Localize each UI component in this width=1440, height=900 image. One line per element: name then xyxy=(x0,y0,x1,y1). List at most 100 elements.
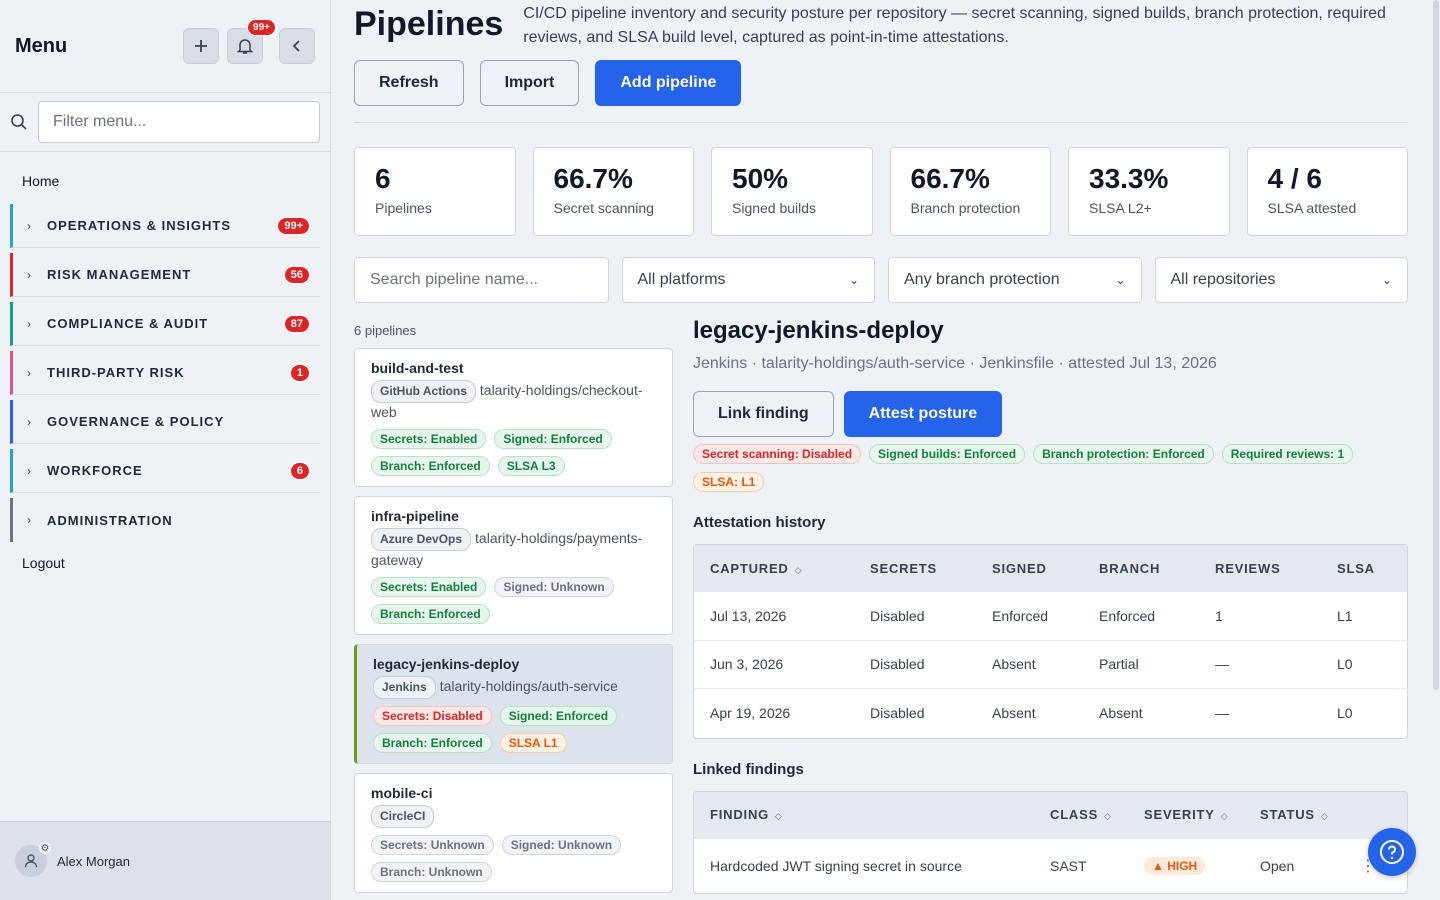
nav-group-label: ADMINISTRATION xyxy=(47,512,173,528)
findings-title: Linked findings xyxy=(693,760,804,778)
history-title: Attestation history xyxy=(693,514,826,531)
chevron-right-icon: › xyxy=(27,316,31,331)
stat-label: SLSA L2+ xyxy=(1089,200,1152,216)
nav-badge: 87 xyxy=(283,314,310,333)
branch-protection-select[interactable]: Any branch protection ⌄ xyxy=(888,257,1142,303)
repository-select[interactable]: All repositories ⌄ xyxy=(1154,257,1408,303)
stat-value: 66.7% xyxy=(553,163,633,194)
sort-icon: ◇ xyxy=(1220,811,1229,821)
nav-group-risk-management[interactable]: › RISK MANAGEMENT 56 xyxy=(10,253,320,297)
repo-name: talarity-holdings/checkout-web xyxy=(371,382,643,420)
refresh-button[interactable]: Refresh xyxy=(354,60,464,106)
table-row[interactable]: Apr 19, 2026 Disabled Absent Absent — L0 xyxy=(694,689,1407,738)
pipeline-card[interactable]: build-and-test GitHub Actions talarity-ho… xyxy=(354,348,673,487)
import-button[interactable]: Import xyxy=(479,60,580,106)
cell: 1 xyxy=(1215,607,1223,624)
status-tag: Signed: Unknown xyxy=(501,835,622,855)
sort-icon: ◇ xyxy=(1320,811,1329,821)
nav-badge: 6 xyxy=(289,461,310,480)
add-pipeline-button[interactable]: Add pipeline xyxy=(595,60,742,106)
pipeline-count: 6 pipelines xyxy=(354,323,417,338)
col-class[interactable]: CLASS ◇ xyxy=(1050,807,1112,822)
search-pipeline-input[interactable]: Search pipeline name... xyxy=(354,257,609,303)
status-tag: Signed: Unknown xyxy=(494,577,614,597)
sort-icon: ◇ xyxy=(794,564,803,575)
status-tag: Secrets: Enabled xyxy=(371,577,487,597)
pipeline-card[interactable]: infra-pipeline Azure DevOps talarity-hold… xyxy=(354,496,673,635)
status-tag: Branch: Enforced xyxy=(371,604,490,624)
nav-group-compliance-audit[interactable]: › COMPLIANCE & AUDIT 87 xyxy=(10,302,320,346)
status-tag: Secrets: Unknown xyxy=(371,835,494,855)
scrollbar[interactable] xyxy=(1432,0,1440,700)
col-finding[interactable]: FINDING ◇ xyxy=(710,807,783,822)
posture-tag: SLSA: L1 xyxy=(693,472,765,492)
platform-select-value: All platforms xyxy=(637,271,726,288)
gear-icon: ⚙ xyxy=(39,842,51,854)
nav-group-third-party-risk[interactable]: › THIRD-PARTY RISK 1 xyxy=(10,351,320,395)
repo-name: talarity-holdings/payments-gateway xyxy=(371,530,643,568)
col-status[interactable]: STATUS ◇ xyxy=(1260,807,1329,822)
cell: Apr 19, 2026 xyxy=(710,705,791,722)
col-secrets: SECRETS xyxy=(870,560,938,576)
pipeline-card[interactable]: mobile-ci CircleCI Secrets: Unknown Sign… xyxy=(354,773,673,893)
stat-label: SLSA attested xyxy=(1267,200,1357,216)
stat-value: 66.7% xyxy=(910,163,990,194)
main-content: Pipelines CI/CD pipeline inventory and s… xyxy=(354,0,1408,900)
scrollbar-thumb[interactable] xyxy=(1433,0,1439,690)
attest-posture-button[interactable]: Attest posture xyxy=(843,391,1003,437)
col-severity[interactable]: SEVERITY ◇ xyxy=(1144,807,1229,822)
cell: — xyxy=(1215,656,1229,673)
status-tag: Secrets: Enabled xyxy=(371,429,487,449)
table-row[interactable]: Hardcoded JWT signing secret in source S… xyxy=(694,839,1407,893)
chevron-right-icon: › xyxy=(27,365,31,380)
add-button[interactable] xyxy=(183,28,219,64)
link-finding-button[interactable]: Link finding xyxy=(693,391,834,437)
col-captured[interactable]: CAPTURED ◇ xyxy=(710,560,803,576)
nav-group-operations-insights[interactable]: › OPERATIONS & INSIGHTS 99+ xyxy=(10,204,320,248)
nav-group-governance-policy[interactable]: › GOVERNANCE & POLICY xyxy=(10,400,320,444)
posture-tag: Branch protection: Enforced xyxy=(1033,444,1214,464)
platform-chip: GitHub Actions xyxy=(371,380,476,403)
more-icon[interactable]: ⋮ xyxy=(1360,857,1376,875)
cell: L0 xyxy=(1337,705,1353,722)
status-tag: SLSA L3 xyxy=(497,456,565,476)
stat-value: 4 / 6 xyxy=(1267,163,1322,194)
help-button[interactable] xyxy=(1368,828,1416,876)
chevron-right-icon: › xyxy=(27,414,31,429)
stat-label: Branch protection xyxy=(910,200,1021,216)
notifications-button[interactable]: 99+ xyxy=(227,19,276,64)
table-row[interactable]: Jul 13, 2026 Disabled Enforced Enforced … xyxy=(694,592,1407,641)
stats-row: 6 Pipelines 66.7% Secret scanning 50% Signe… xyxy=(354,147,1408,236)
platform-select[interactable]: All platforms ⌄ xyxy=(621,257,875,303)
stat-label: Secret scanning xyxy=(553,200,654,216)
pipeline-name: build-and-test xyxy=(371,360,464,376)
nav-group-workforce[interactable]: › WORKFORCE 6 xyxy=(10,449,320,493)
cell: Absent xyxy=(1099,705,1143,722)
table-row[interactable]: Jun 3, 2026 Disabled Absent Partial — L0 xyxy=(694,641,1407,689)
posture-tag: Required reviews: 1 xyxy=(1221,444,1354,464)
stat-value: 33.3% xyxy=(1089,163,1169,194)
severity-cell: ▲ HIGH xyxy=(1128,856,1244,875)
user-profile[interactable]: ⚙ Alex Morgan xyxy=(0,821,330,900)
sidebar-header: Menu 99+ xyxy=(0,0,330,93)
plus-icon xyxy=(195,40,207,52)
logout-link[interactable]: Logout xyxy=(22,555,65,571)
nav-badge: 99+ xyxy=(277,216,310,235)
pipeline-card-selected[interactable]: legacy-jenkins-deploy Jenkins talarity-ho… xyxy=(354,644,673,764)
collapse-sidebar-button[interactable] xyxy=(279,28,315,64)
sidebar: Menu 99+ Home › OPERATIONS & INSIGHTS 99… xyxy=(0,0,331,900)
avatar: ⚙ xyxy=(15,842,51,877)
status-tag: Branch: Enforced xyxy=(371,456,490,476)
nav-group-administration[interactable]: › ADMINISTRATION xyxy=(10,498,320,542)
cell: — xyxy=(1215,705,1229,722)
nav-group-label: COMPLIANCE & AUDIT xyxy=(47,316,209,331)
branch-select-value: Any branch protection xyxy=(904,271,1060,288)
status-tag: Signed: Enforced xyxy=(499,706,618,726)
cell: Enforced xyxy=(992,607,1049,624)
divider xyxy=(354,122,1408,123)
filter-menu-input[interactable] xyxy=(38,101,320,143)
severity-badge: ▲ HIGH xyxy=(1144,856,1206,875)
nav-home[interactable]: Home xyxy=(22,173,60,189)
cell: Jul 13, 2026 xyxy=(710,607,787,624)
nav-group-label: OPERATIONS & INSIGHTS xyxy=(47,218,231,233)
